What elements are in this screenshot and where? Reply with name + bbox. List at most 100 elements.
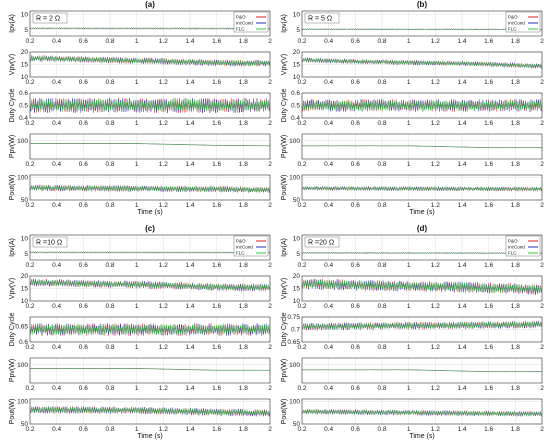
y-tick-label: 10	[21, 74, 29, 81]
y-axis-label: Pout(W)	[281, 399, 288, 425]
plot-area	[30, 11, 270, 36]
y-tick-label: 0.4	[291, 115, 300, 122]
x-tick-label: 0.6	[79, 344, 88, 351]
x-tick-label: 0.8	[105, 202, 114, 209]
y-tick-label: 0.65	[15, 324, 28, 331]
series-line-flc	[302, 145, 542, 149]
y-axis-label: Vpv(V)	[9, 54, 16, 75]
x-tick-label: 1.4	[185, 79, 194, 86]
series-line-flc	[302, 252, 542, 254]
panel-title: (a)	[145, 0, 155, 9]
x-tick-label: 0.6	[79, 262, 88, 269]
x-tick-label: 1.2	[159, 161, 168, 168]
series-line-flc	[30, 185, 270, 193]
x-tick-label: 1.6	[484, 161, 493, 168]
y-tick-label: 20	[293, 49, 301, 56]
x-tick-label: 0.6	[351, 161, 360, 168]
x-tick-label: 0.6	[79, 161, 88, 168]
x-tick-label: 1.4	[185, 303, 194, 310]
x-tick-label: 1	[407, 79, 411, 86]
subplot-duty-cycle: 0.40.50.60.2 0.4 0.6 0.8 1 1.2 1.4 1.6 1.8 2Duty …	[281, 88, 544, 127]
x-tick-label: 0.8	[377, 202, 386, 209]
series-group	[302, 28, 542, 31]
axes-frame	[301, 51, 543, 78]
subplot-vpvv: 10 15 20 0.2 0.4 0.6 0.8 1 1.2 1.4 1.6 1.8 2 Vpv(V)	[281, 273, 544, 310]
x-tick-label: 0.8	[377, 262, 386, 269]
y-axis-label: Pout(W)	[281, 175, 288, 201]
series-line-flc	[30, 99, 270, 112]
x-axis-label: Time (s)	[409, 209, 434, 216]
legend-label: IncCond	[508, 245, 525, 250]
x-tick-label: 1.2	[159, 262, 168, 269]
x-tick-label: 1.6	[484, 303, 493, 310]
x-tick-label: 1	[135, 38, 139, 45]
x-tick-label: 0.2	[25, 79, 34, 86]
x-tick-label: 1.6	[484, 385, 493, 392]
x-tick-label: 0.8	[377, 38, 386, 45]
x-tick-label: 1.4	[457, 303, 466, 310]
x-tick-label: 1	[135, 202, 139, 209]
x-tick-label: 0.4	[324, 38, 333, 45]
x-tick-label: 0.8	[105, 385, 114, 392]
x-tick-label: 1.6	[212, 161, 221, 168]
x-tick-label: 1	[135, 426, 139, 433]
x-tick-label: 1.6	[484, 426, 493, 433]
axes-frame	[301, 133, 543, 160]
x-tick-label: 1	[407, 262, 411, 269]
x-tick-label: 1.6	[484, 38, 493, 45]
x-tick-label: 0.2	[297, 161, 306, 168]
x-tick-label: 1.2	[431, 38, 440, 45]
y-tick-label: 10	[293, 235, 301, 242]
x-tick-label: 1.6	[484, 344, 493, 351]
x-tick-label: 0.6	[351, 344, 360, 351]
condition-label: R =10 Ω	[36, 240, 62, 247]
x-tick-label: 1	[407, 161, 411, 168]
x-tick-label: 1.4	[185, 120, 194, 127]
y-tick-label: 10	[21, 235, 29, 242]
y-tick-label: 100	[289, 398, 300, 405]
x-tick-label: 0.4	[52, 385, 61, 392]
series-group	[302, 369, 542, 373]
subplot-ipva: 5 10 0.2 0.4 0.6 0.8 1 1.2 1.4 1.6 1.8 2 Ipv(A) R =20…	[281, 234, 544, 269]
series-group	[302, 251, 542, 255]
legend-label: FLC	[508, 251, 517, 256]
axes-frame	[301, 10, 543, 37]
axes-frame	[29, 92, 271, 119]
condition-label: R =20 Ω	[308, 240, 334, 247]
y-tick-label: 20	[21, 273, 29, 280]
x-tick-label: 1.2	[431, 426, 440, 433]
x-tick-label: 1.6	[484, 79, 493, 86]
series-group	[30, 97, 270, 114]
x-tick-label: 1	[407, 38, 411, 45]
x-tick-label: 1	[135, 262, 139, 269]
x-tick-label: 2	[268, 202, 272, 209]
x-tick-label: 1.2	[431, 161, 440, 168]
axes-frame	[301, 174, 543, 201]
y-tick-label: 10	[21, 298, 29, 305]
x-tick-label: 0.4	[324, 385, 333, 392]
x-tick-label: 1.8	[239, 262, 248, 269]
x-tick-label: 1.8	[239, 79, 248, 86]
x-tick-label: 1	[135, 344, 139, 351]
x-tick-label: 1.8	[239, 38, 248, 45]
x-tick-label: 1.4	[457, 426, 466, 433]
x-tick-label: 0.2	[297, 120, 306, 127]
y-tick-label: 0.6	[291, 90, 300, 97]
x-tick-label: 2	[268, 262, 272, 269]
x-tick-label: 0.2	[297, 303, 306, 310]
x-tick-label: 0.2	[297, 344, 306, 351]
x-tick-label: 0.6	[351, 202, 360, 209]
x-tick-label: 2	[540, 79, 544, 86]
x-tick-label: 0.6	[351, 262, 360, 269]
x-tick-label: 0.8	[105, 303, 114, 310]
y-tick-label: 100	[17, 362, 28, 369]
y-tick-label: 0.75	[287, 314, 300, 321]
series-line-flc	[30, 55, 270, 66]
x-tick-label: 0.2	[25, 38, 34, 45]
x-tick-label: 1	[407, 426, 411, 433]
x-tick-label: 0.6	[351, 385, 360, 392]
x-tick-label: 0.8	[377, 385, 386, 392]
y-tick-label: 10	[293, 74, 301, 81]
axes-frame	[301, 92, 543, 119]
x-tick-label: 2	[540, 262, 544, 269]
